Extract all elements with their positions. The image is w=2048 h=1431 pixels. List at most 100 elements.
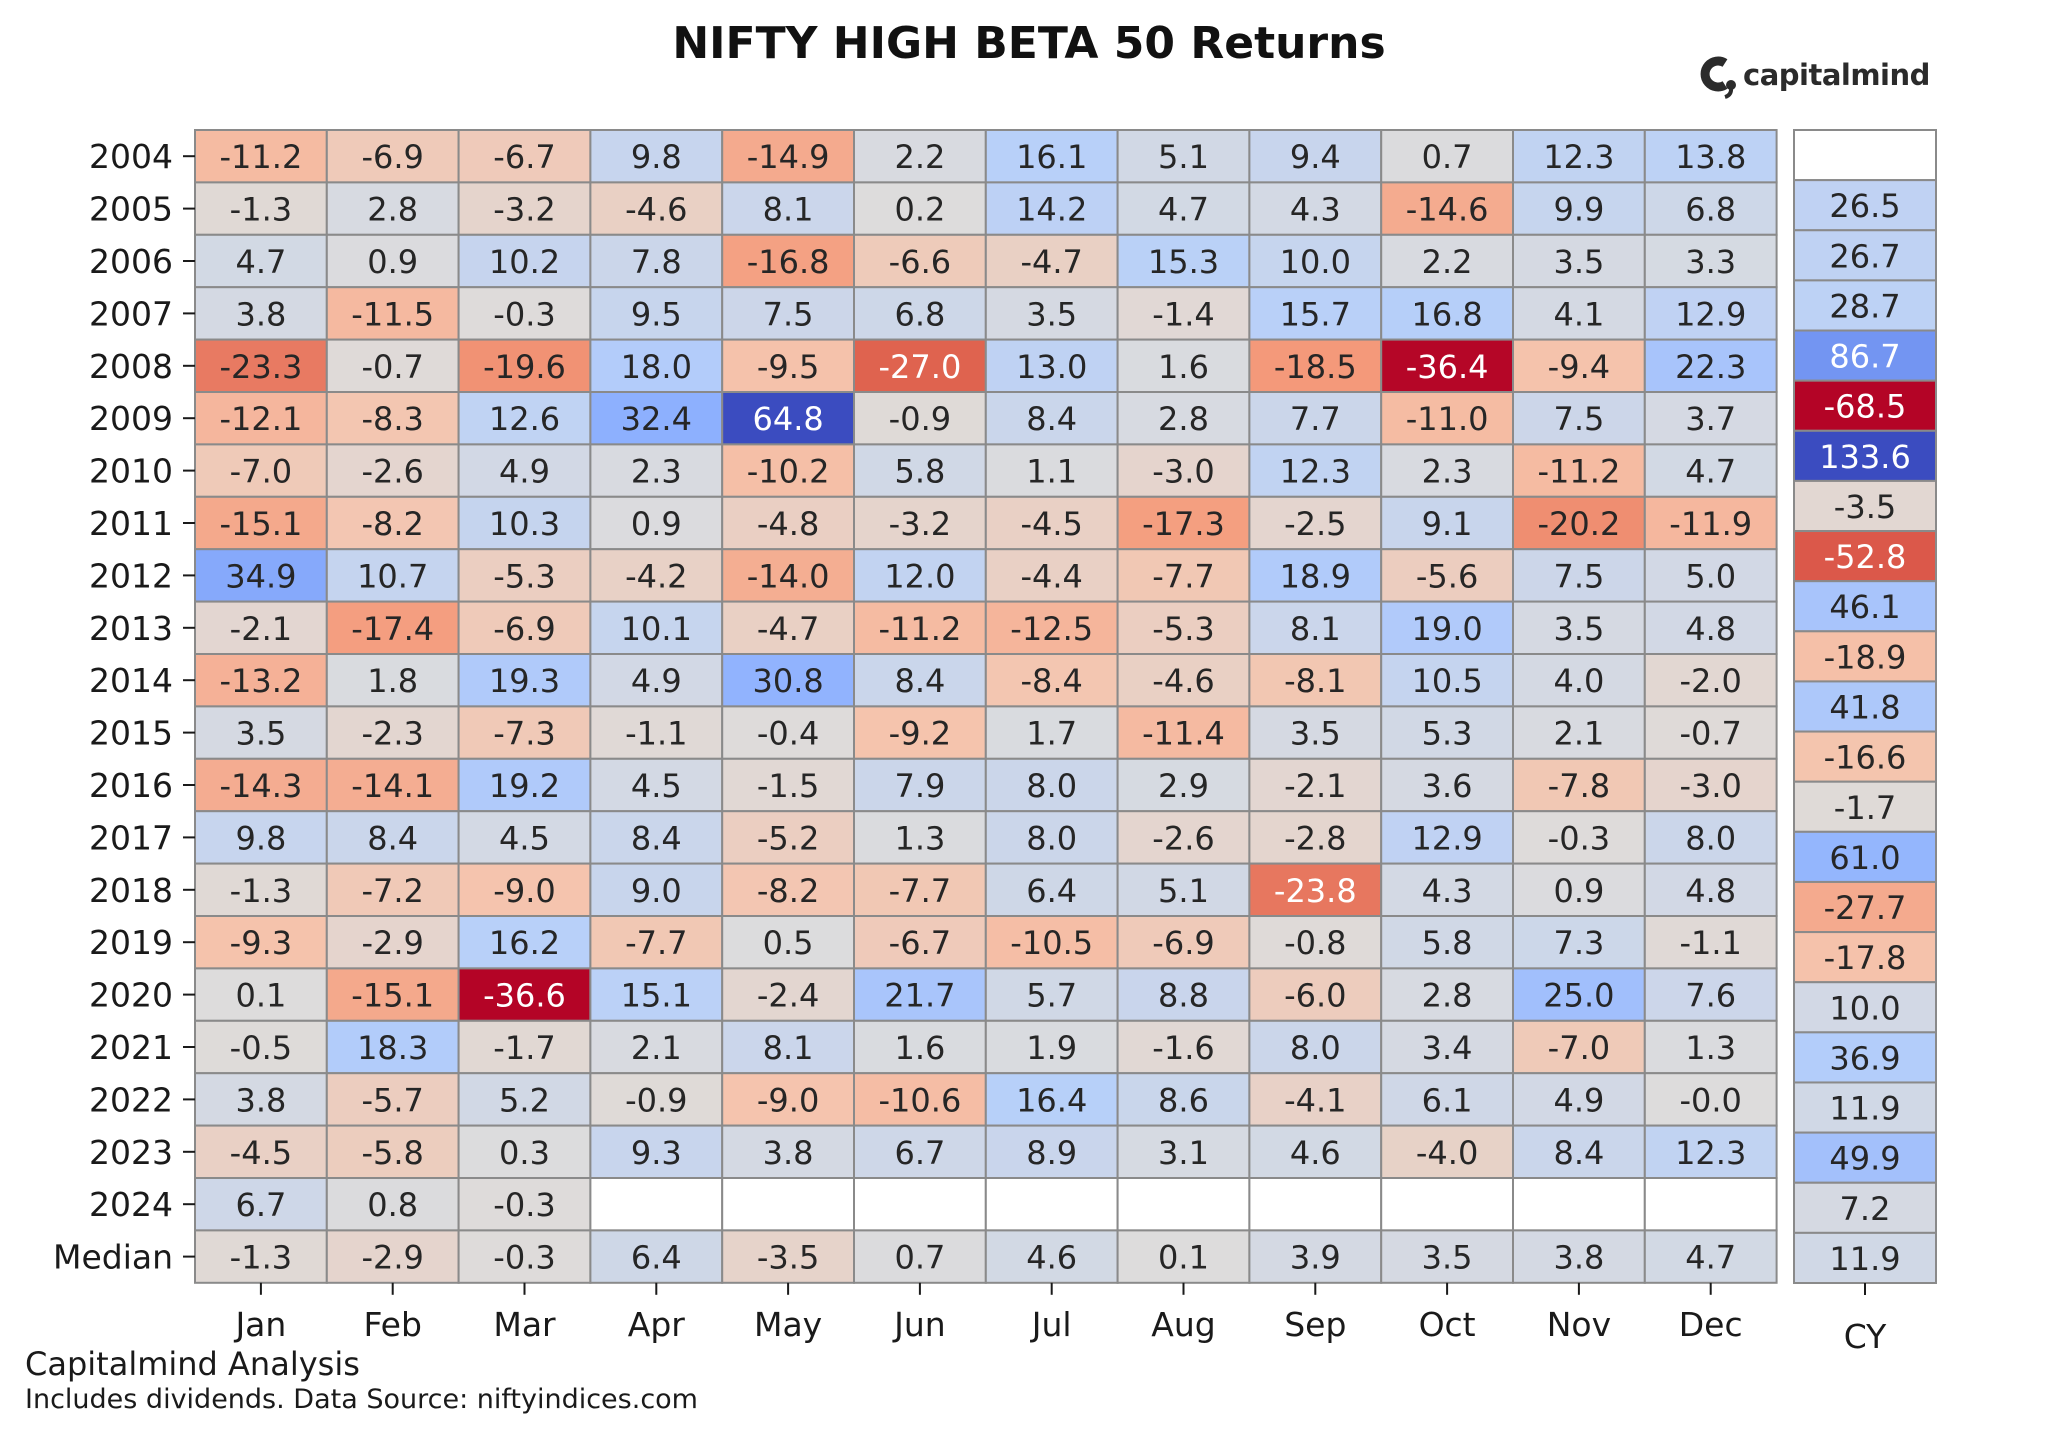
cell-2006-oct-label: 2.2	[1422, 243, 1473, 281]
cell-2015-oct-label: 5.3	[1422, 715, 1473, 753]
capitalmind-c-icon	[1695, 51, 1739, 99]
cell-2014-jun-label: 8.4	[894, 662, 945, 700]
cell-2008-apr-label: 18.0	[621, 348, 692, 386]
row-label-2020: 2020	[89, 976, 173, 1015]
cell-2020-jul	[984, 967, 1119, 1022]
cell-median-oct-label: 3.5	[1422, 1239, 1473, 1277]
cell-2004-dec	[1643, 129, 1778, 184]
cell-2009-jun	[853, 391, 987, 446]
cell-median-apr-label: 6.4	[631, 1239, 682, 1277]
cell-2022-mar	[457, 1072, 592, 1127]
footer-note: Includes dividends. Data Source: niftyin…	[25, 1384, 698, 1415]
cell-2020-apr-label: 15.1	[621, 977, 692, 1015]
cell-2022-feb-label: -5.7	[361, 1081, 423, 1119]
cell-2012-jan-label: 34.9	[225, 557, 296, 595]
cell-2019-dec-label: -1.1	[1679, 924, 1741, 962]
cell-2007-sep-label: 15.7	[1280, 295, 1351, 333]
cell-2004-may-label: -14.9	[747, 138, 830, 176]
cell-2012-dec-label: 5.0	[1685, 557, 1736, 595]
cy-cell-14-label: 61.0	[1829, 839, 1900, 877]
cell-2008-jan	[194, 338, 328, 394]
cell-2008-feb	[325, 338, 460, 394]
cell-2017-may	[721, 810, 856, 865]
cell-2010-sep	[1248, 443, 1383, 498]
cell-2005-sep-label: 4.3	[1290, 191, 1341, 229]
cell-2008-jan-label: -23.3	[220, 348, 303, 386]
cell-2017-jul-label: 8.0	[1026, 819, 1077, 857]
row-label-2016: 2016	[89, 766, 173, 805]
cell-2012-oct-label: -5.6	[1416, 557, 1478, 595]
cell-2020-mar	[457, 967, 592, 1022]
cell-2010-jun	[853, 443, 987, 498]
cell-2014-sep-label: -8.1	[1284, 662, 1346, 700]
cell-2023-jul-label: 8.9	[1026, 1134, 1077, 1172]
row-label-2023: 2023	[89, 1133, 173, 1172]
cell-2012-jul-label: -4.4	[1020, 557, 1082, 595]
cell-2010-oct-label: 2.3	[1422, 453, 1473, 491]
month-label-jun: Jun	[892, 1305, 946, 1344]
cell-2023-jul	[984, 1124, 1119, 1179]
cell-2011-feb-label: -8.2	[361, 505, 423, 543]
cy-cell-8	[1793, 530, 1937, 583]
cell-2005-oct	[1380, 181, 1514, 236]
cell-2022-sep-label: -4.1	[1284, 1081, 1346, 1119]
month-label-nov: Nov	[1547, 1305, 1611, 1344]
cell-2008-jun	[853, 338, 987, 394]
cell-median-mar	[457, 1229, 592, 1284]
cell-2009-jul	[984, 391, 1119, 446]
cell-2024-jun-empty	[853, 1177, 987, 1232]
cell-2011-nov	[1512, 495, 1646, 551]
cell-2016-jan-label: -14.3	[220, 767, 303, 805]
cell-2010-may	[721, 443, 856, 498]
cell-2017-jun-label: 1.3	[894, 819, 945, 857]
cell-2014-nov	[1512, 653, 1646, 708]
cy-cell-19-label: 11.9	[1829, 1090, 1900, 1128]
cell-2013-sep-label: 8.1	[1290, 610, 1341, 648]
cell-2005-jun-label: 0.2	[894, 191, 945, 229]
cell-2023-sep	[1248, 1124, 1383, 1179]
cell-2012-mar	[457, 548, 592, 603]
cell-2017-oct-label: 12.9	[1411, 819, 1482, 857]
month-label-mar: Mar	[493, 1305, 556, 1344]
cell-2009-sep	[1248, 391, 1383, 446]
cell-2022-nov-label: 4.9	[1553, 1081, 1604, 1119]
cell-2006-dec	[1643, 233, 1778, 289]
cell-2010-apr-label: 2.3	[631, 453, 682, 491]
cell-2018-jan-label: -1.3	[230, 872, 292, 910]
cell-2013-jan-label: -2.1	[230, 610, 292, 648]
cell-2007-feb-label: -11.5	[351, 295, 434, 333]
cell-2009-apr	[589, 391, 724, 446]
cell-2004-oct-label: 0.7	[1422, 138, 1473, 176]
cell-2012-jul	[984, 548, 1119, 603]
cell-2015-jun	[853, 705, 987, 760]
cell-2005-apr	[589, 181, 724, 236]
cell-2005-aug-label: 4.7	[1158, 191, 1209, 229]
cell-2004-feb	[325, 129, 460, 184]
cell-2007-sep	[1248, 286, 1383, 341]
cell-2022-jun	[853, 1072, 987, 1127]
cell-2005-jan-label: -1.3	[230, 191, 292, 229]
cell-2024-nov-empty	[1512, 1177, 1646, 1232]
cy-cell-5	[1793, 379, 1937, 432]
cell-2018-jun-label: -7.7	[889, 872, 951, 910]
cy-cell-10-label: -18.9	[1824, 638, 1907, 676]
cell-2005-may	[721, 181, 856, 236]
cell-2022-jul-label: 16.4	[1016, 1081, 1087, 1119]
cell-2005-mar-label: -3.2	[493, 191, 555, 229]
month-label-aug: Aug	[1151, 1305, 1215, 1344]
cell-2023-nov	[1512, 1124, 1646, 1179]
cell-2019-apr-label: -7.7	[625, 924, 687, 962]
cell-2018-may	[721, 862, 856, 917]
cell-2021-jul	[984, 1019, 1119, 1075]
row-label-2018: 2018	[89, 871, 173, 910]
cy-cell-13-label: -1.7	[1834, 789, 1896, 827]
cy-cell-20-label: 49.9	[1829, 1140, 1900, 1178]
month-label-jul: Jul	[1030, 1305, 1072, 1344]
cell-2024-mar-label: -0.3	[493, 1186, 555, 1224]
cell-2014-sep	[1248, 653, 1383, 708]
cell-2006-dec-label: 3.3	[1685, 243, 1736, 281]
cy-cell-16-label: -17.8	[1824, 939, 1907, 977]
cy-cell-18	[1793, 1031, 1937, 1084]
cell-median-nov-label: 3.8	[1553, 1239, 1604, 1277]
